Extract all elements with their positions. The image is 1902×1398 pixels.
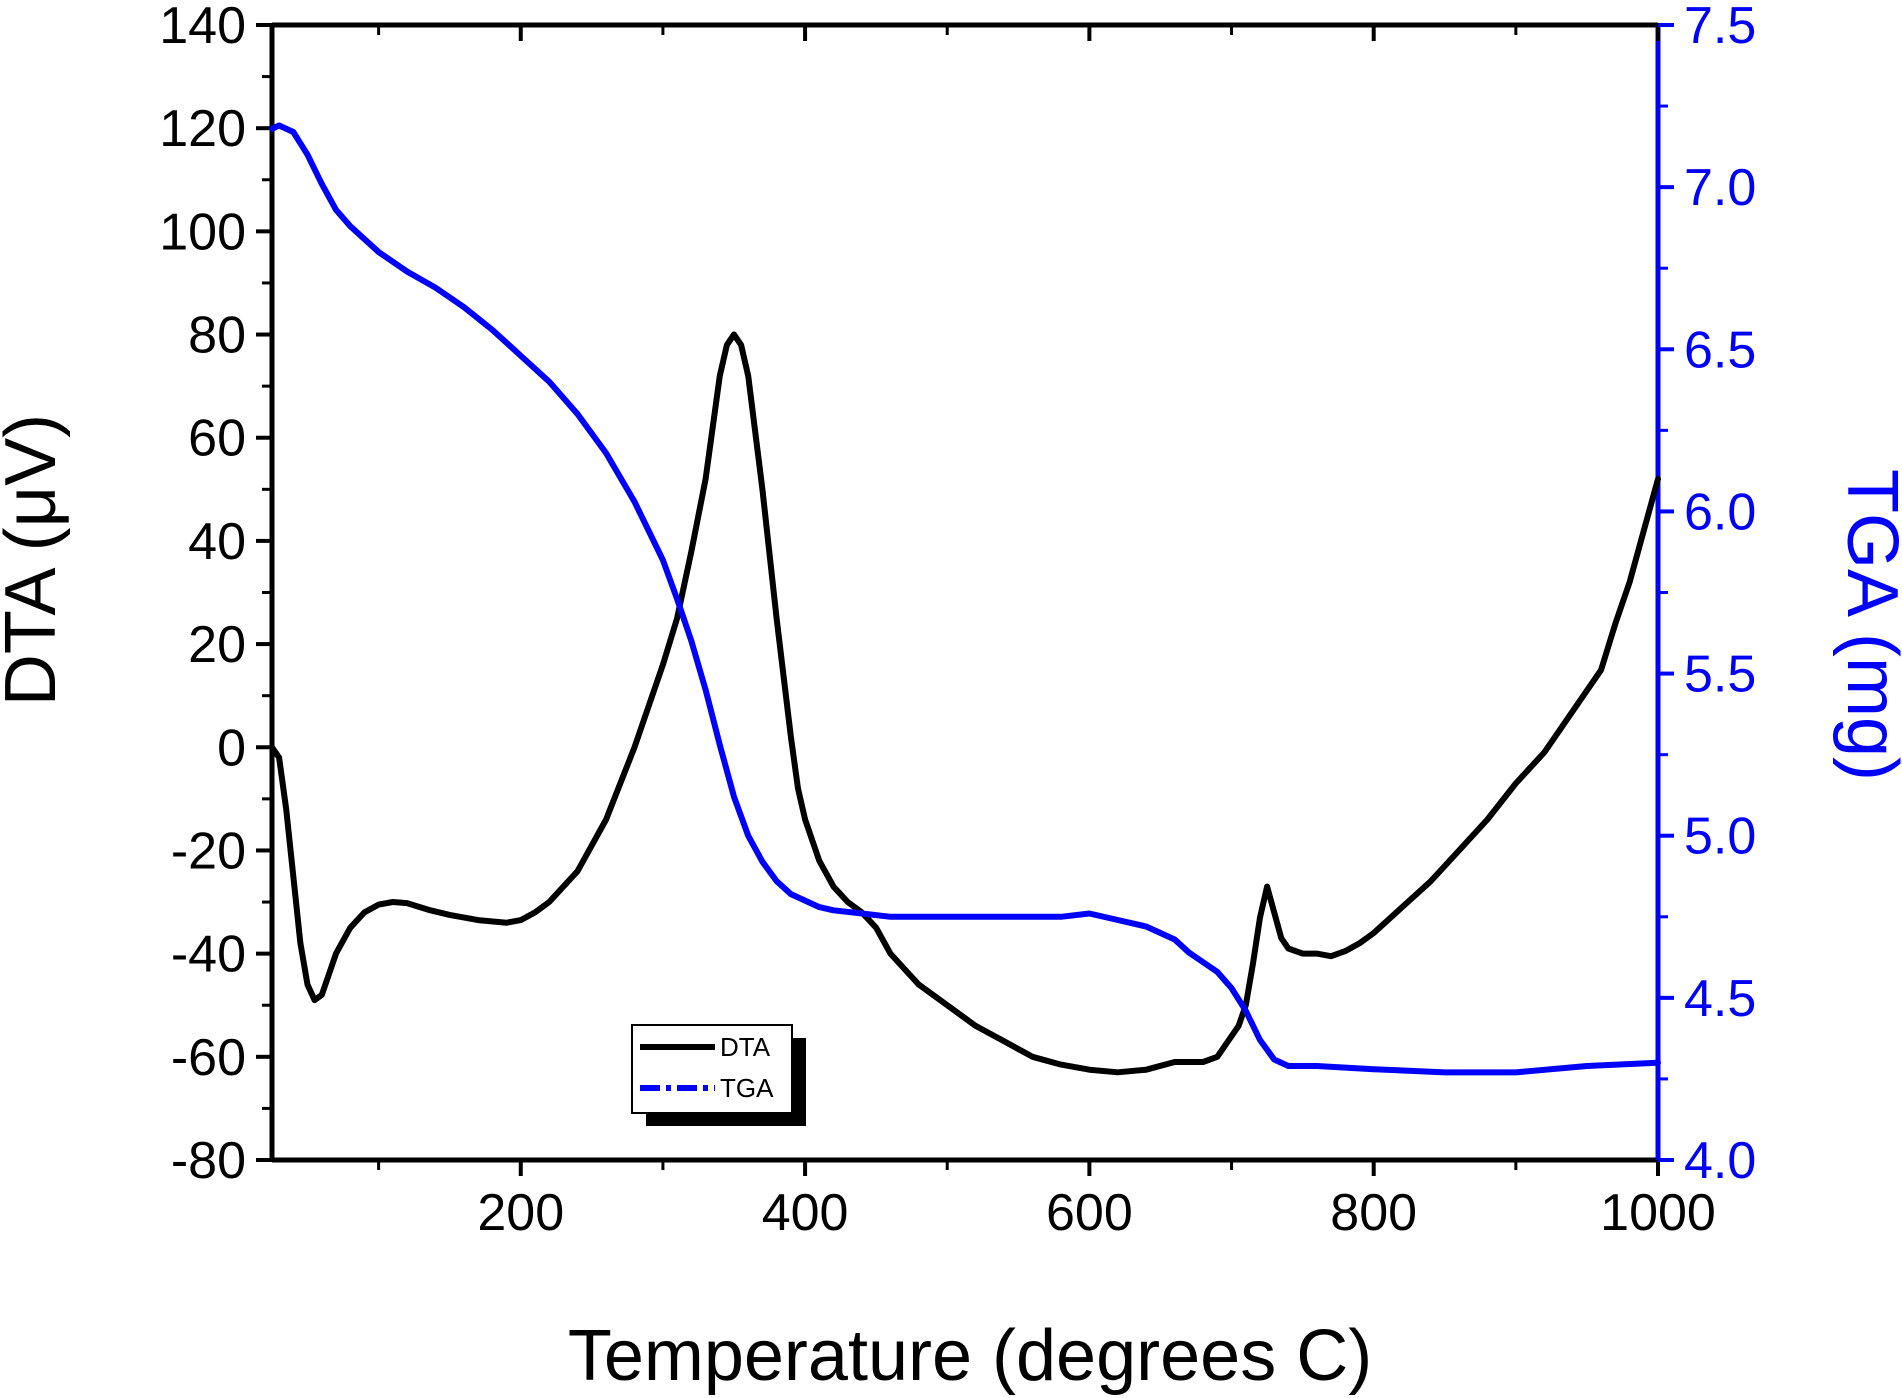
series-line-tga [269, 122, 1661, 1076]
series-line-dta [269, 331, 1661, 1076]
left-tick-label: -40 [171, 926, 246, 984]
left-tick-label: 100 [159, 203, 246, 261]
left-tick-label: 80 [188, 307, 246, 365]
left-tick-label: 60 [188, 410, 246, 468]
left-tick-label: 0 [217, 719, 246, 777]
right-axis-title: TGA (mg) [1832, 469, 1902, 781]
right-axis-ticks: 7.5 7.0 6.5 6.0 5.5 5.0 4.5 4.0 [1658, 0, 1756, 1190]
right-tick-label: 5.0 [1684, 808, 1756, 866]
x-axis-title: Temperature (degrees C) [568, 1316, 1372, 1396]
x-tick-label: 400 [762, 1184, 849, 1242]
left-tick-label: 120 [159, 100, 246, 158]
legend-label-tga: TGA [720, 1073, 774, 1103]
legend-label-dta: DTA [720, 1032, 771, 1062]
right-tick-label: 7.0 [1684, 159, 1756, 217]
left-tick-label: 20 [188, 616, 246, 674]
left-axis-ticks: 140 120 100 80 60 40 20 0 -20 -40 -60 -80 [159, 0, 272, 1190]
right-tick-label: 4.5 [1684, 970, 1756, 1028]
x-axis-ticks: 200 400 600 800 1000 [377, 25, 1716, 1242]
legend: DTA TGA [631, 1024, 806, 1126]
series-layer [269, 122, 1661, 1076]
right-tick-label: 6.5 [1684, 321, 1756, 379]
x-tick-label: 800 [1330, 1184, 1417, 1242]
left-tick-label: 40 [188, 513, 246, 571]
x-tick-label: 600 [1046, 1184, 1133, 1242]
axes [269, 22, 1661, 1163]
left-tick-label: -80 [171, 1132, 246, 1190]
x-tick-label: 200 [477, 1184, 564, 1242]
legend-box [631, 1024, 793, 1114]
right-tick-label: 6.0 [1684, 483, 1756, 541]
left-axis-title: DTA (μV) [0, 414, 71, 706]
right-tick-label: 7.5 [1684, 0, 1756, 55]
right-tick-label: 5.5 [1684, 646, 1756, 704]
left-tick-label: 140 [159, 0, 246, 55]
right-tick-label: 4.0 [1684, 1132, 1756, 1190]
left-tick-label: -20 [171, 822, 246, 880]
left-tick-label: -60 [171, 1029, 246, 1087]
x-tick-label: 1000 [1600, 1184, 1716, 1242]
